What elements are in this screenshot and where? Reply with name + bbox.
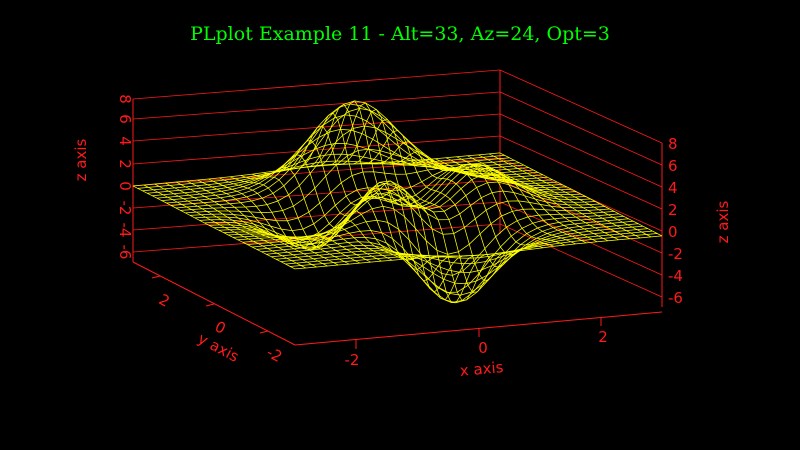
mesh-line-y — [256, 216, 624, 303]
z-tick-labels-left: 8 6 4 2 0 -2 -4 -6 — [116, 94, 134, 259]
z-grid-right-m4 — [499, 201, 663, 276]
z-tick-label: 6 — [116, 114, 134, 124]
mesh-line-x — [294, 112, 457, 282]
z-tick-label: 0 — [116, 181, 134, 191]
z-tick-label: -4 — [116, 223, 134, 238]
back-wall-grid — [132, 69, 663, 298]
mesh-line-x — [273, 140, 436, 261]
surface-mesh — [132, 100, 663, 304]
z-grid-right-6 — [499, 91, 663, 166]
mesh-line-x — [143, 184, 306, 269]
mesh-line-x — [132, 185, 296, 270]
z-grid-8 — [132, 69, 501, 100]
mesh-line-x — [348, 118, 511, 293]
z-tick-label: -2 — [668, 245, 683, 263]
x-axis-label: x axis — [459, 358, 504, 380]
mesh-line-x — [370, 141, 533, 268]
x-tick-label: 2 — [598, 328, 608, 346]
mesh-line-x — [327, 102, 490, 304]
y-tick-m2 — [259, 330, 269, 334]
mesh-line-x — [165, 182, 328, 267]
mesh-line-x — [229, 176, 393, 261]
mesh-line-x — [489, 153, 652, 238]
mesh-line-x — [154, 183, 317, 268]
z-tick-label: 8 — [668, 135, 678, 153]
x-tick-label: -2 — [345, 351, 360, 369]
y-tick-label: -2 — [264, 343, 286, 366]
mesh-line-x — [186, 180, 350, 265]
z-grid-right-8 — [499, 69, 663, 144]
mesh-line-x — [176, 181, 339, 266]
z-tick-labels-right: 8 6 4 2 0 -2 -4 -6 — [668, 135, 683, 307]
z-tick-label: -6 — [668, 289, 683, 307]
mesh-line-x — [338, 108, 501, 301]
x-tick-label: 0 — [478, 339, 488, 357]
mesh-line-x — [251, 166, 414, 259]
tick-marks — [151, 275, 602, 349]
z-tick-label: 2 — [668, 201, 678, 219]
mesh-line-x — [240, 175, 404, 260]
mesh-line-x — [478, 154, 641, 239]
z-axis-label-left: z axis — [72, 138, 90, 181]
mesh-line-x — [424, 159, 587, 244]
mesh-line-x — [219, 177, 382, 262]
z-tick-label: 6 — [668, 157, 678, 175]
z-tick-label: -6 — [116, 245, 134, 260]
chart-title: PLplot Example 11 - Alt=33, Az=24, Opt=3 — [190, 23, 610, 45]
z-grid-4 — [132, 113, 501, 142]
z-tick-label: 8 — [116, 94, 134, 104]
z-grid-6 — [132, 91, 501, 120]
mesh-line-x — [445, 157, 609, 242]
z-tick-label: 0 — [668, 223, 678, 241]
z-tick-label: -2 — [116, 201, 134, 216]
z-tick-label: 2 — [116, 159, 134, 169]
mesh-line-x — [208, 178, 371, 263]
mesh-line-x — [262, 154, 425, 259]
mesh-line-x — [402, 160, 566, 246]
mesh-line-y — [175, 108, 543, 209]
z-grid-0 — [132, 157, 501, 187]
z-axis-label-right: z axis — [714, 200, 732, 243]
y-tick-2 — [151, 275, 161, 279]
y-tick-label: 2 — [156, 290, 173, 310]
z-tick-label: 4 — [668, 179, 678, 197]
mesh-line-x — [316, 100, 479, 301]
mesh-line-x — [197, 179, 360, 264]
z-grid-2 — [132, 135, 501, 165]
mesh-line-y — [171, 100, 539, 206]
mesh-line-x — [456, 156, 619, 241]
mesh-line-x — [435, 158, 598, 243]
z-grid-right-m6 — [499, 223, 663, 298]
mesh-line-x — [467, 155, 630, 240]
mesh-line-x — [359, 129, 522, 281]
z-grid-right-4 — [499, 113, 663, 188]
y-tick-0 — [205, 303, 215, 307]
z-grid-right-2 — [499, 135, 663, 210]
mesh-line-x — [305, 103, 468, 293]
mesh-line-x — [284, 125, 447, 270]
x-tick-labels: -2 0 2 — [345, 328, 608, 369]
z-tick-label: -4 — [668, 267, 683, 285]
mesh-line-x — [499, 152, 663, 237]
z-tick-label: 4 — [116, 136, 134, 146]
